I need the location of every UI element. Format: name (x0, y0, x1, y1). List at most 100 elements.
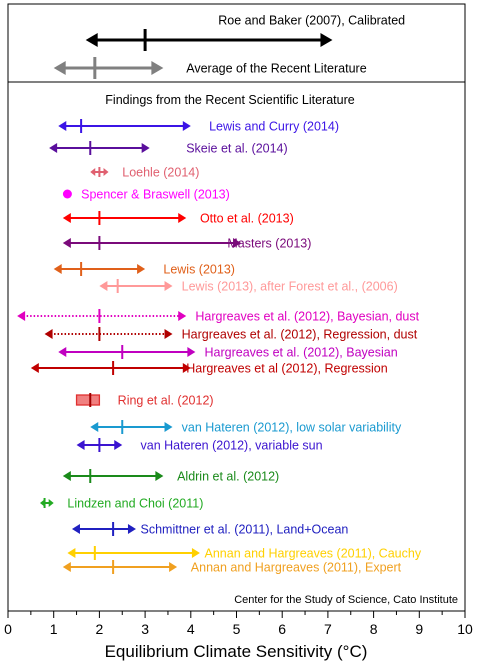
finding-row-14: van Hateren (2012), variable sun (76, 438, 323, 453)
finding-14-high-arrow (114, 440, 123, 450)
finding-2-low-arrow (90, 168, 96, 176)
finding-16-high-arrow (48, 499, 54, 507)
x-axis: 0 1 2 3 4 5 6 7 8 9 10 (4, 611, 473, 637)
finding-row-1: Skeie et al. (2014) (49, 141, 288, 156)
finding-7-high-arrow (164, 281, 173, 291)
finding-17-low-arrow (71, 524, 80, 534)
finding-15-high-arrow (155, 471, 164, 481)
finding-row-7: Lewis (2013), after Forest et al., (2006… (99, 279, 398, 294)
finding-4-low-arrow (62, 213, 71, 223)
finding-18-label: Annan and Hargreaves (2011), Cauchy (205, 547, 422, 561)
finding-1-high-arrow (141, 143, 150, 153)
top-row-0-low-arrow (85, 33, 98, 47)
findings-panel: Lewis and Curry (2014) Skeie et al. (2014… (17, 119, 422, 575)
source-note: Center for the Study of Science, Cato In… (234, 594, 458, 606)
x-tick-label-4: 4 (187, 621, 195, 637)
finding-14-label: van Hateren (2012), variable sun (141, 439, 323, 453)
finding-15-label: Aldrin et al. (2012) (177, 470, 279, 484)
finding-12-label: Ring et al. (2012) (118, 394, 214, 408)
top-panel: Roe and Baker (2007), Calibrated Average … (53, 14, 405, 79)
finding-0-label: Lewis and Curry (2014) (209, 120, 339, 134)
finding-5-label: Masters (2013) (227, 237, 311, 251)
x-tick-label-10: 10 (457, 621, 473, 637)
finding-row-2: Loehle (2014) (90, 166, 199, 180)
finding-row-19: Annan and Hargreaves (2011), Expert (62, 560, 402, 575)
finding-row-18: Annan and Hargreaves (2011), Cauchy (67, 546, 422, 561)
findings-panel-title: Findings from the Recent Scientific Lite… (105, 93, 354, 107)
finding-19-low-arrow (62, 562, 71, 572)
finding-row-9: Hargreaves et al. (2012), Regression, du… (44, 327, 418, 342)
finding-row-4: Otto et al. (2013) (62, 211, 294, 226)
finding-9-high-arrow (164, 329, 173, 339)
finding-2-high-arrow (103, 168, 109, 176)
finding-1-low-arrow (49, 143, 58, 153)
finding-7-low-arrow (99, 281, 108, 291)
finding-14-low-arrow (76, 440, 85, 450)
top-row-1-low-arrow (53, 61, 66, 75)
finding-13-low-arrow (90, 422, 99, 432)
finding-19-high-arrow (169, 562, 178, 572)
finding-13-label: van Hateren (2012), low solar variabilit… (182, 421, 402, 435)
x-tick-label-9: 9 (415, 621, 423, 637)
finding-17-high-arrow (127, 524, 136, 534)
finding-6-low-arrow (53, 264, 62, 274)
finding-3-label: Spencer & Braswell (2013) (81, 188, 230, 202)
finding-row-11: Hargreaves et al (2012), Regression (30, 361, 388, 376)
finding-row-17: Schmittner et al. (2011), Land+Ocean (71, 522, 348, 537)
finding-11-high-arrow (182, 363, 191, 373)
finding-row-16: Lindzen and Choi (2011) (39, 497, 203, 511)
top-row-0-label: Roe and Baker (2007), Calibrated (218, 14, 405, 28)
top-row-0: Roe and Baker (2007), Calibrated (85, 14, 405, 51)
finding-1-label: Skeie et al. (2014) (186, 142, 287, 156)
finding-row-3: Spencer & Braswell (2013) (62, 188, 230, 202)
finding-4-high-arrow (178, 213, 187, 223)
x-tick-label-0: 0 (4, 621, 12, 637)
finding-0-high-arrow (182, 121, 191, 131)
finding-0-low-arrow (58, 121, 67, 131)
finding-18-low-arrow (67, 548, 76, 558)
top-row-1-label: Average of the Recent Literature (186, 62, 366, 76)
finding-11-label: Hargreaves et al (2012), Regression (186, 362, 388, 376)
finding-row-10: Hargreaves et al. (2012), Bayesian (58, 345, 398, 360)
finding-16-label: Lindzen and Choi (2011) (67, 497, 203, 511)
finding-8-low-arrow (17, 311, 26, 321)
finding-8-high-arrow (178, 311, 187, 321)
finding-7-label: Lewis (2013), after Forest et al., (2006… (182, 280, 398, 294)
x-tick-label-6: 6 (278, 621, 286, 637)
finding-4-label: Otto et al. (2013) (200, 212, 294, 226)
finding-10-high-arrow (187, 347, 196, 357)
top-row-1: Average of the Recent Literature (53, 57, 367, 79)
finding-2-label: Loehle (2014) (122, 166, 199, 180)
finding-5-low-arrow (62, 238, 71, 248)
finding-19-label: Annan and Hargreaves (2011), Expert (191, 561, 402, 575)
finding-row-13: van Hateren (2012), low solar variabilit… (90, 420, 402, 435)
finding-10-low-arrow (58, 347, 67, 357)
finding-13-high-arrow (164, 422, 173, 432)
finding-row-15: Aldrin et al. (2012) (62, 469, 279, 484)
finding-row-12: Ring et al. (2012) (75, 393, 214, 408)
x-axis-label: Equilibrium Climate Sensitivity (°C) (105, 642, 368, 661)
finding-row-5: Masters (2013) (62, 236, 311, 251)
finding-10-label: Hargreaves et al. (2012), Bayesian (205, 346, 398, 360)
finding-row-6: Lewis (2013) (53, 262, 235, 277)
finding-15-low-arrow (62, 471, 71, 481)
x-tick-label-8: 8 (370, 621, 378, 637)
top-row-0-high-arrow (320, 33, 333, 47)
x-tick-label-7: 7 (324, 621, 332, 637)
finding-6-high-arrow (137, 264, 146, 274)
finding-18-high-arrow (191, 548, 200, 558)
x-tick-label-3: 3 (141, 621, 149, 637)
finding-9-low-arrow (44, 329, 53, 339)
finding-8-label: Hargreaves et al. (2012), Bayesian, dust (195, 310, 419, 324)
finding-6-label: Lewis (2013) (163, 263, 235, 277)
x-tick-label-2: 2 (96, 621, 104, 637)
top-row-1-high-arrow (151, 61, 164, 75)
finding-9-label: Hargreaves et al. (2012), Regression, du… (182, 328, 418, 342)
finding-row-8: Hargreaves et al. (2012), Bayesian, dust (17, 309, 420, 324)
finding-3-point (62, 189, 72, 199)
finding-row-0: Lewis and Curry (2014) (58, 119, 339, 134)
finding-12-box (75, 394, 101, 406)
finding-11-low-arrow (30, 363, 39, 373)
x-tick-label-1: 1 (50, 621, 58, 637)
